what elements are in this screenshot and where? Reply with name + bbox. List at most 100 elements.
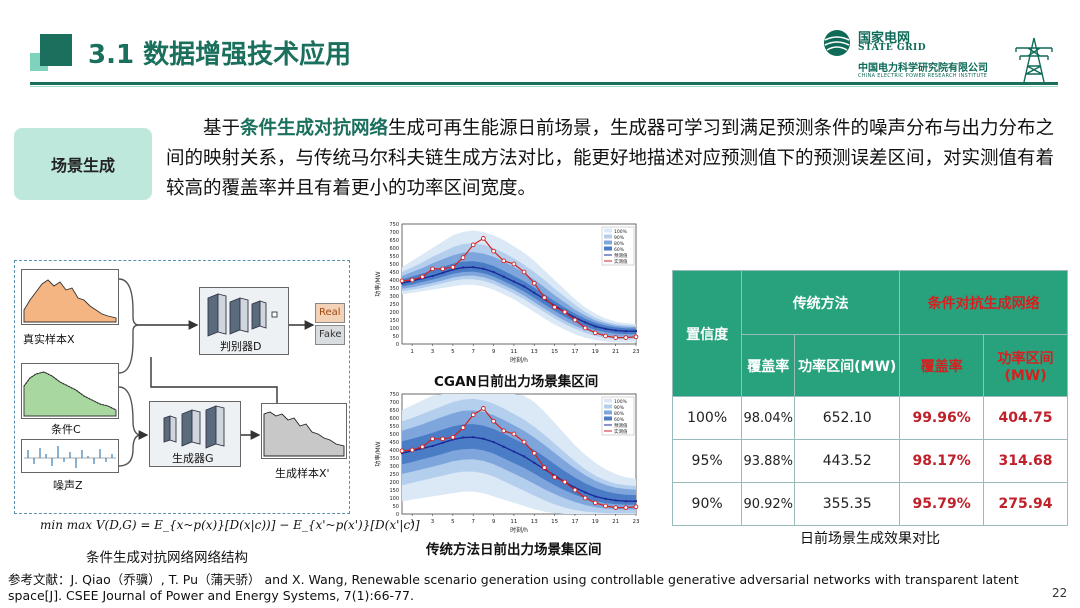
legend-entry: 60% — [614, 417, 625, 423]
actual-point — [460, 255, 466, 260]
legend-entry: 实测值 — [614, 428, 628, 435]
actual-point — [460, 425, 466, 430]
y-tick-label: 450 — [389, 440, 399, 446]
subheader-trad-coverage: 覆盖率 — [741, 334, 796, 397]
forecast-point — [523, 455, 526, 458]
actual-point — [470, 412, 476, 418]
table-row: 90% 90.92% 355.35 95.79% 275.94 — [671, 482, 1068, 526]
actual-point — [419, 444, 425, 450]
actual-point — [633, 334, 639, 340]
legend-entry: 90% — [614, 405, 625, 411]
forecast-point — [604, 327, 607, 330]
actual-point — [562, 479, 568, 485]
forecast-point — [604, 497, 607, 500]
forecast-point — [441, 271, 444, 274]
actual-point — [552, 304, 557, 310]
y-tick-label: 200 — [389, 480, 399, 486]
forecast-point — [492, 271, 495, 273]
forecast-point — [492, 441, 495, 443]
y-axis-label: 功率/MW — [374, 441, 382, 466]
cell-trad-width: 355.35 — [794, 482, 901, 526]
forecast-point — [462, 436, 465, 439]
y-tick-label: 500 — [389, 432, 399, 438]
x-tick-label: 7 — [471, 519, 475, 525]
cell-confidence: 100% — [671, 396, 743, 440]
y-tick-label: 750 — [389, 392, 399, 398]
noise-panel — [21, 439, 119, 473]
actual-point — [491, 418, 496, 424]
architecture-connectors — [118, 278, 315, 467]
actual-point — [531, 450, 537, 456]
actual-point — [409, 447, 415, 453]
y-tick-label: 250 — [389, 472, 399, 478]
discriminator-label: 判别器D — [220, 340, 262, 353]
logo-org-en: CHINA ELECTRIC POWER RESEARCH INSTITUTE — [858, 73, 988, 79]
generated-sample-label: 生成样本X' — [275, 467, 330, 480]
y-tick-label: 200 — [389, 310, 399, 316]
y-tick-label: 300 — [389, 294, 399, 300]
actual-point — [623, 335, 629, 340]
forecast-point — [502, 445, 505, 448]
forecast-point — [533, 461, 536, 464]
legend — [601, 396, 635, 436]
desc-highlight: 条件生成对抗网络 — [240, 118, 389, 139]
actual-point — [450, 434, 456, 440]
table-caption: 日前场景生成效果对比 — [800, 531, 940, 547]
actual-point — [511, 261, 517, 267]
y-tick-label: 600 — [389, 246, 399, 252]
table-row: 95% 93.88% 443.52 98.17% 314.68 — [671, 439, 1068, 483]
x-tick-label: 3 — [431, 349, 435, 355]
x-tick-label: 1 — [410, 519, 414, 525]
x-tick-label: 5 — [451, 349, 455, 355]
slide-title: 3.1 数据增强技术应用 — [88, 40, 352, 70]
cell-trad-coverage: 98.04% — [741, 396, 796, 440]
y-tick-label: 550 — [389, 424, 399, 430]
forecast-point — [401, 452, 403, 455]
generator-layers-icon — [163, 405, 225, 449]
transmission-tower-icon — [1015, 37, 1053, 83]
legend-swatch — [604, 246, 612, 251]
description-paragraph: 基于条件生成对抗网络生成可再生能源日前场景，生成器可学习到满足预测条件的噪声分布… — [166, 114, 1056, 204]
forecast-point — [584, 491, 587, 494]
forecast-point — [594, 325, 597, 328]
x-tick-label: 9 — [492, 519, 496, 525]
real-output-box — [315, 303, 345, 323]
cell-cgan-width: 404.75 — [983, 396, 1068, 440]
forecast-point — [472, 436, 475, 439]
legend-entry: 100% — [614, 229, 628, 235]
y-tick-label: 550 — [389, 254, 399, 260]
actual-point — [582, 325, 588, 331]
actual-point — [521, 269, 527, 275]
actual-point — [572, 317, 578, 323]
desc-prefix: 基于 — [203, 118, 241, 139]
forecast-point — [441, 441, 444, 444]
x-tick-label: 15 — [551, 519, 558, 525]
y-tick-label: 750 — [389, 222, 399, 228]
generated-sample-plot — [263, 411, 345, 457]
subheader-trad-width: 功率区间(MW) — [794, 334, 901, 397]
actual-point — [430, 266, 435, 272]
y-tick-label: 300 — [389, 464, 399, 470]
x-tick-label: 11 — [510, 349, 517, 355]
actual-point — [521, 439, 527, 445]
x-tick-label: 3 — [431, 519, 435, 525]
forecast-point — [462, 266, 465, 269]
forecast-point — [482, 267, 485, 270]
x-tick-label: 13 — [531, 519, 538, 525]
table-row: 100% 98.04% 652.10 99.96% 404.75 — [671, 396, 1068, 440]
cell-cgan-coverage: 95.79% — [899, 482, 985, 526]
cgan-scenario-chart: 1 3 5 7 9 11 13 15 17 19 21 23050100150200250300350… — [374, 222, 640, 364]
y-tick-label: 0 — [396, 342, 399, 348]
legend-entry: 80% — [614, 241, 625, 247]
traditional-scenario-chart: 1 3 5 7 9 11 13 15 17 19 21 23050100150200250300350… — [374, 392, 640, 534]
y-tick-label: 50 — [393, 504, 399, 510]
x-tick-label: 17 — [571, 349, 578, 355]
y-tick-label: 0 — [396, 512, 399, 518]
legend-swatch — [604, 416, 612, 421]
forecast-point — [573, 316, 576, 319]
subheader-cgan-width: 功率区间(MW) — [983, 334, 1068, 397]
forecast-point — [512, 280, 515, 283]
cell-trad-coverage: 90.92% — [741, 482, 796, 526]
header-cgan: 条件对抗生成网络 — [899, 270, 1068, 335]
actual-point — [592, 330, 598, 336]
